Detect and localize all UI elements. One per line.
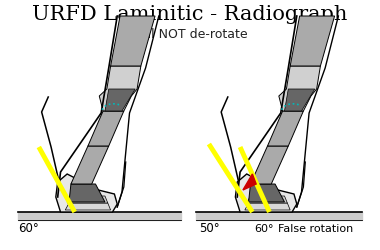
- Polygon shape: [250, 146, 288, 184]
- Text: False rotation: False rotation: [271, 223, 353, 233]
- Polygon shape: [285, 90, 315, 112]
- Polygon shape: [243, 174, 256, 190]
- Polygon shape: [235, 174, 297, 212]
- Polygon shape: [56, 174, 117, 212]
- Polygon shape: [69, 184, 105, 202]
- Polygon shape: [105, 90, 135, 112]
- Polygon shape: [65, 203, 111, 210]
- Polygon shape: [111, 17, 155, 67]
- Text: Will NOT de-rotate: Will NOT de-rotate: [132, 28, 248, 40]
- Polygon shape: [247, 196, 287, 203]
- Text: 50°: 50°: [200, 221, 220, 234]
- Polygon shape: [245, 203, 290, 210]
- Text: 60°: 60°: [18, 221, 39, 234]
- Polygon shape: [279, 67, 320, 112]
- Polygon shape: [99, 67, 141, 112]
- Polygon shape: [249, 184, 285, 202]
- Polygon shape: [67, 196, 108, 203]
- Polygon shape: [71, 146, 109, 184]
- Polygon shape: [268, 112, 303, 146]
- Polygon shape: [290, 17, 335, 67]
- Text: URFD Laminitic - Radiograph: URFD Laminitic - Radiograph: [32, 4, 348, 24]
- Polygon shape: [88, 112, 124, 146]
- Text: 60°: 60°: [254, 223, 274, 233]
